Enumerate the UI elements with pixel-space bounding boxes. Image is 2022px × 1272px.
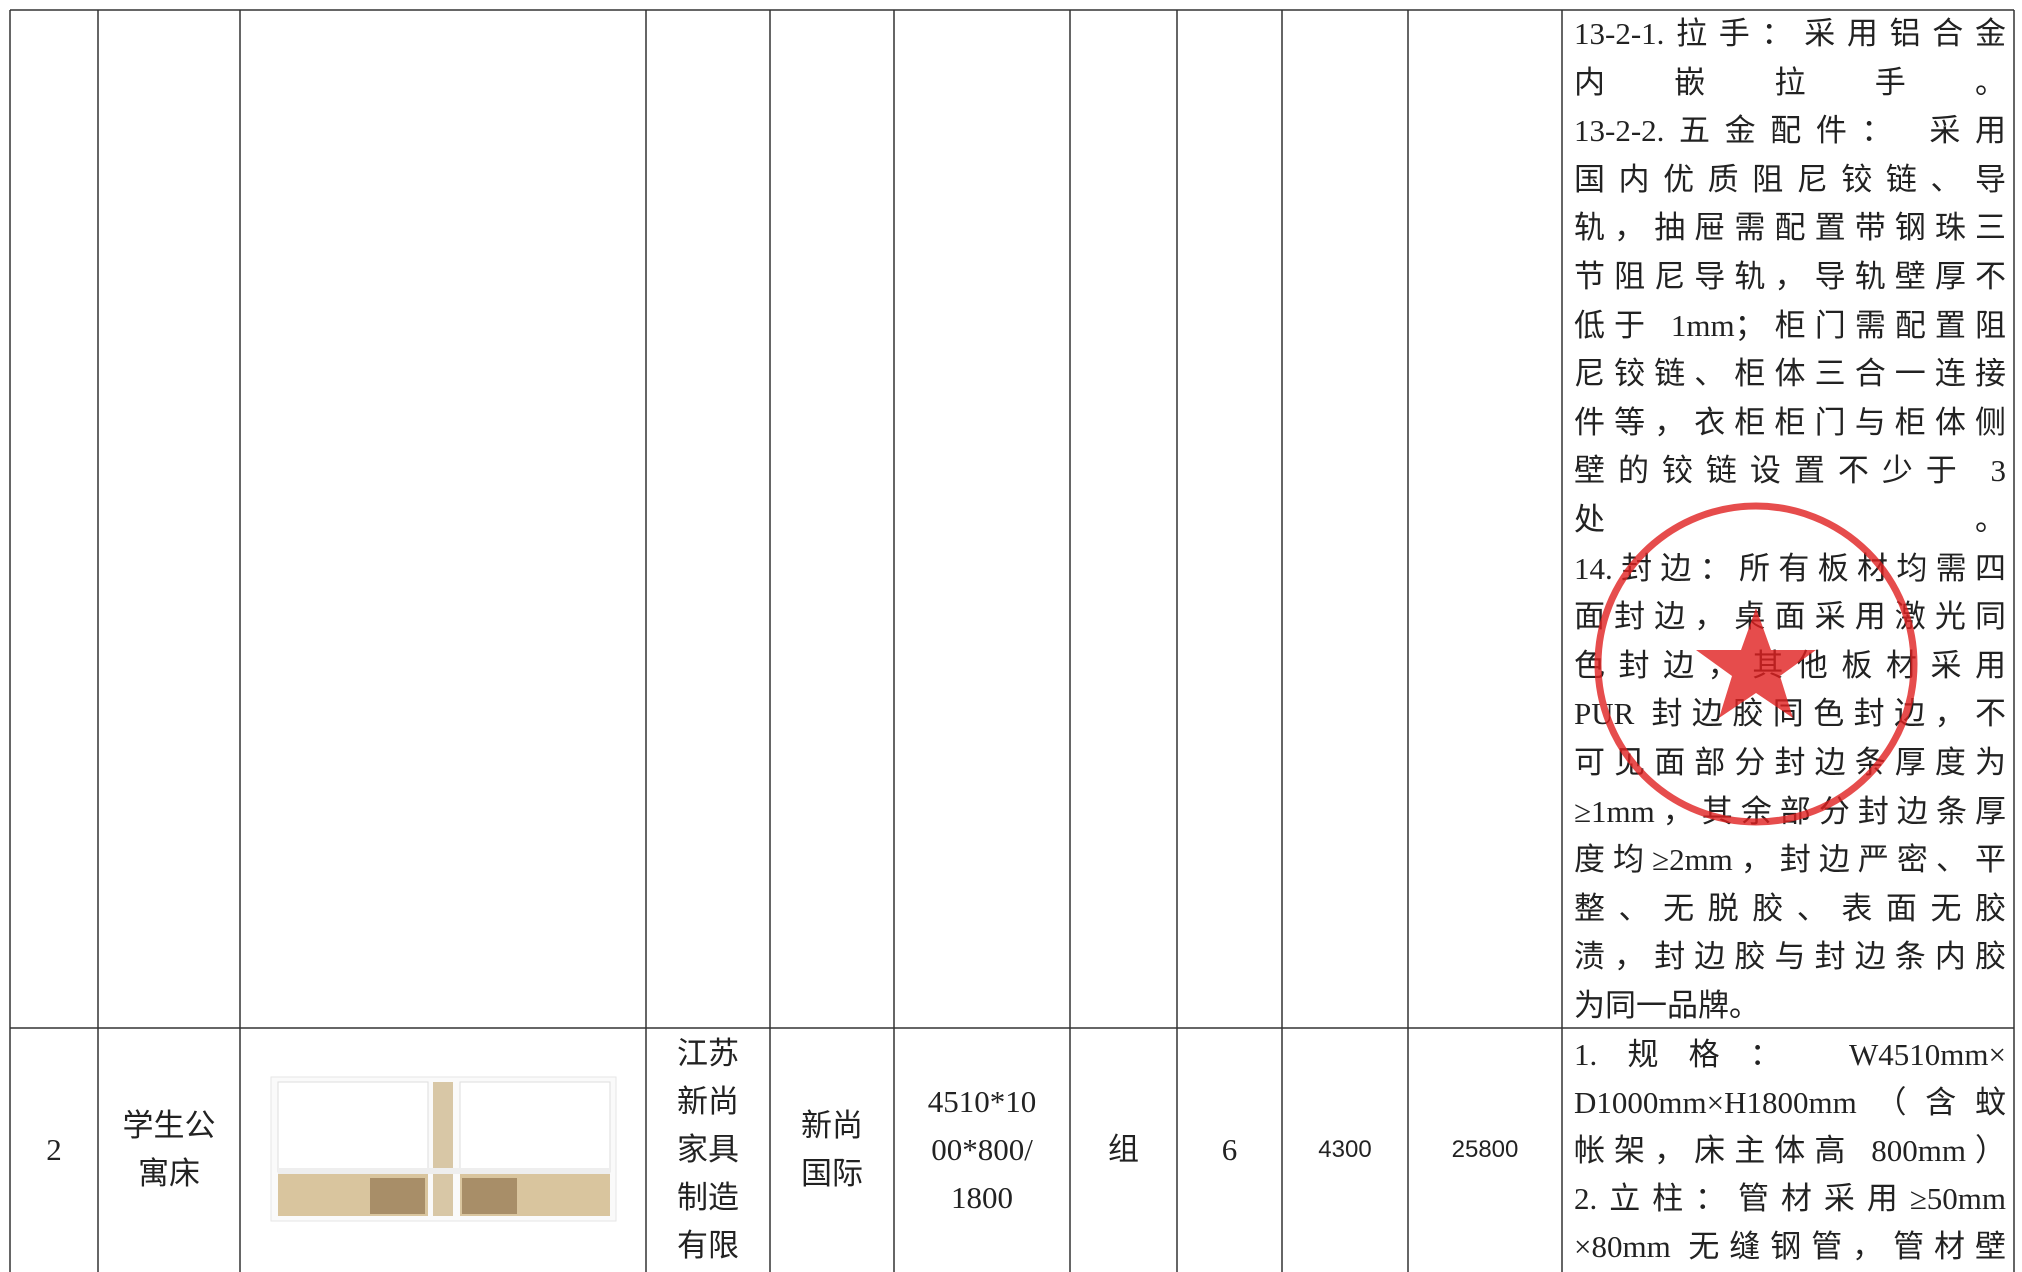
cell-text: 14.封边：所有板材均需四 — [1574, 545, 2006, 593]
cell-text: 内嵌拉手。 — [1574, 59, 2006, 107]
cell-text: 25800 — [1408, 1126, 1562, 1174]
cell-text: D1000mm×H1800mm（含蚊 — [1574, 1079, 2006, 1127]
cell-text: 渍，封边胶与封边条内胶 — [1574, 933, 2006, 981]
cell-text: 组 — [1070, 1126, 1177, 1174]
cell-text: 国内优质阻尼铰链、导 — [1574, 156, 2006, 204]
cell-text: 有限 — [646, 1222, 770, 1270]
cell-text: 国际 — [770, 1150, 894, 1198]
cell-text: 可见面部分封边条厚度为 — [1574, 739, 2006, 787]
cell-text: 1.规格： W4510mm× — [1574, 1031, 2006, 1079]
cell-text: 为同一品牌。 — [1574, 982, 2006, 1030]
cell-text: 4510*10 — [894, 1078, 1070, 1126]
cell-text: 面封边，桌面采用激光同 — [1574, 593, 2006, 641]
cell-text: 低于 1mm；柜门需配置阻 — [1574, 302, 2006, 350]
cell-text: 2.立柱：管材采用≥50mm — [1574, 1175, 2006, 1223]
cell-text: 轨，抽屉需配置带钢珠三 — [1574, 204, 2006, 252]
cell-text: 尼铰链、柜体三合一连接 — [1574, 350, 2006, 398]
cell-text: 整、无脱胶、表面无胶 — [1574, 885, 2006, 933]
cell-text: 4300 — [1282, 1126, 1408, 1174]
cell-text: 帐架，床主体高 800mm） — [1574, 1127, 2006, 1175]
cell-text: 6 — [1177, 1126, 1282, 1174]
cell-text: 寓床 — [98, 1150, 240, 1198]
product-image — [271, 1077, 616, 1221]
cell-text: ×80mm 无缝钢管，管材壁 — [1574, 1223, 2006, 1271]
cell-text: 制造 — [646, 1174, 770, 1222]
cell-text: 家具 — [646, 1126, 770, 1174]
cell-text: 学生公 — [98, 1102, 240, 1150]
cell-text: 00*800/ — [894, 1126, 1070, 1174]
cell-text: 件等，衣柜柜门与柜体侧 — [1574, 399, 2006, 447]
cell-text: PUR 封边胶同色封边，不 — [1574, 690, 2006, 738]
cell-text: 处。 — [1574, 496, 2006, 544]
page: {"table":{"rows":[ {"description":["13-2… — [0, 0, 2022, 1272]
cell-text: 13-2-1.拉手：采用铝合金 — [1574, 10, 2006, 58]
cell-text: 2 — [10, 1126, 98, 1174]
cell-text: 13-2-2.五金配件： 采用 — [1574, 107, 2006, 155]
cell-text: 新尚 — [646, 1078, 770, 1126]
cell-text: 度均≥2mm，封边严密、平 — [1574, 836, 2006, 884]
cell-text: 江苏 — [646, 1030, 770, 1078]
cell-text: 1800 — [894, 1174, 1070, 1222]
cell-text: 新尚 — [770, 1102, 894, 1150]
cell-text: 壁的铰链设置不少于 3 — [1574, 447, 2006, 495]
cell-text: 节阻尼导轨，导轨壁厚不 — [1574, 253, 2006, 301]
cell-text: ≥1mm，其余部分封边条厚 — [1574, 788, 2006, 836]
cell-text: 色封边，其他板材采用 — [1574, 642, 2006, 690]
